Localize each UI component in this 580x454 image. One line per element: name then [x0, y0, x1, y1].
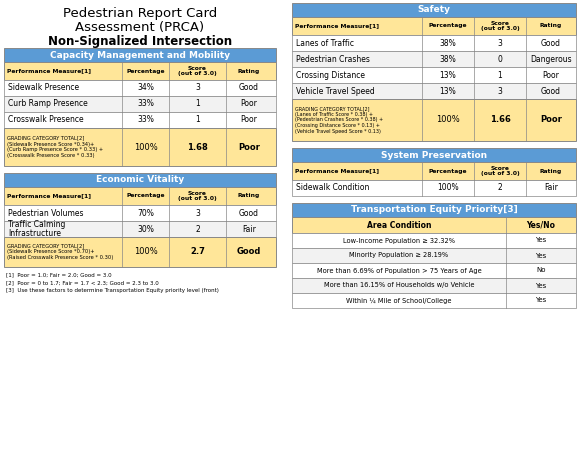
Text: Pedestrian Report Card: Pedestrian Report Card	[63, 7, 217, 20]
Text: Poor: Poor	[241, 99, 258, 109]
Text: Percentage: Percentage	[126, 69, 165, 74]
Text: 33%: 33%	[137, 115, 154, 124]
Text: Performance Measure[1]: Performance Measure[1]	[295, 168, 379, 173]
Text: 100%: 100%	[436, 115, 460, 124]
Text: Good: Good	[541, 87, 561, 95]
Text: [1]  Poor = 1.0; Fair = 2.0; Good = 3.0: [1] Poor = 1.0; Fair = 2.0; Good = 3.0	[6, 272, 111, 277]
Text: Non-Signalized Intersection: Non-Signalized Intersection	[48, 35, 232, 48]
Text: No: No	[536, 267, 546, 273]
Text: 3: 3	[195, 208, 200, 217]
Text: Yes: Yes	[535, 297, 546, 304]
Text: Good: Good	[239, 208, 259, 217]
Text: Assessment (PRCA): Assessment (PRCA)	[75, 21, 205, 34]
Text: Yes/No: Yes/No	[527, 221, 556, 230]
Text: 2.7: 2.7	[190, 247, 205, 257]
Bar	[292, 278, 576, 293]
Text: Poor: Poor	[241, 115, 258, 124]
Bar	[4, 237, 276, 267]
Text: [3]  Use these factors to determine Transportation Equity priority level (front): [3] Use these factors to determine Trans…	[6, 288, 219, 293]
Text: 100%: 100%	[437, 183, 459, 192]
Text: Good: Good	[237, 247, 261, 257]
Text: Score
(out of 3.0): Score (out of 3.0)	[178, 66, 217, 76]
Text: Good: Good	[239, 84, 259, 93]
Text: Traffic Calming
Infrastructure: Traffic Calming Infrastructure	[8, 220, 66, 238]
Text: 2: 2	[498, 183, 502, 192]
Bar	[292, 263, 576, 278]
Text: 30%: 30%	[137, 224, 154, 233]
Text: GRADING CATEGORY TOTAL[2]
(Lanes of Traffic Score * 0.38) +
(Pedestrian Crashes : GRADING CATEGORY TOTAL[2] (Lanes of Traf…	[295, 106, 383, 134]
Text: Yes: Yes	[535, 252, 546, 258]
Text: Safety: Safety	[418, 5, 451, 15]
Text: Crossing Distance: Crossing Distance	[296, 70, 365, 79]
Text: GRADING CATEGORY TOTAL[2]
(Sidewalk Presence Score *0.70)+
(Raised Crosswalk Pre: GRADING CATEGORY TOTAL[2] (Sidewalk Pres…	[7, 244, 113, 260]
Bar	[292, 293, 576, 308]
Text: Economic Vitality: Economic Vitality	[96, 176, 184, 184]
Text: Performance Measure[1]: Performance Measure[1]	[7, 193, 91, 198]
Text: More than 16.15% of Households w/o Vehicle: More than 16.15% of Households w/o Vehic…	[324, 282, 474, 288]
Text: Sidewalk Condition: Sidewalk Condition	[296, 183, 369, 192]
Bar	[4, 221, 276, 237]
Text: Curb Ramp Presence: Curb Ramp Presence	[8, 99, 88, 109]
Text: Percentage: Percentage	[126, 193, 165, 198]
Text: Performance Measure[1]: Performance Measure[1]	[295, 24, 379, 29]
Text: 13%: 13%	[440, 87, 456, 95]
Bar	[292, 233, 576, 248]
Text: Rating: Rating	[540, 168, 562, 173]
Text: 13%: 13%	[440, 70, 456, 79]
Bar	[292, 180, 576, 196]
Bar	[292, 248, 576, 263]
Text: Low-Income Population ≥ 32.32%: Low-Income Population ≥ 32.32%	[343, 237, 455, 243]
Text: Crosswalk Presence: Crosswalk Presence	[8, 115, 84, 124]
Bar	[292, 217, 576, 233]
Text: Capacity Management and Mobility: Capacity Management and Mobility	[50, 50, 230, 59]
Bar	[4, 112, 276, 128]
Bar	[292, 67, 576, 83]
Text: Lanes of Traffic: Lanes of Traffic	[296, 39, 354, 48]
Text: 38%: 38%	[440, 39, 456, 48]
Text: Percentage: Percentage	[429, 168, 467, 173]
Text: 34%: 34%	[137, 84, 154, 93]
Text: 1: 1	[195, 99, 200, 109]
Text: Pedestrian Crashes: Pedestrian Crashes	[296, 54, 370, 64]
Text: Rating: Rating	[540, 24, 562, 29]
Text: 100%: 100%	[133, 247, 157, 257]
Text: Sidewalk Presence: Sidewalk Presence	[8, 84, 79, 93]
Text: Poor: Poor	[540, 115, 562, 124]
Text: Dangerous: Dangerous	[530, 54, 572, 64]
Text: Area Condition: Area Condition	[367, 221, 432, 230]
Bar	[292, 3, 576, 17]
Text: Performance Measure[1]: Performance Measure[1]	[7, 69, 91, 74]
Text: Fair: Fair	[544, 183, 558, 192]
Bar	[4, 173, 276, 187]
Text: 100%: 100%	[133, 143, 157, 152]
Text: 38%: 38%	[440, 54, 456, 64]
Text: 2: 2	[195, 224, 200, 233]
Text: 1: 1	[195, 115, 200, 124]
Text: Yes: Yes	[535, 237, 546, 243]
Text: Vehicle Travel Speed: Vehicle Travel Speed	[296, 87, 375, 95]
Text: 3: 3	[498, 87, 502, 95]
Text: Score
(out of 3.0): Score (out of 3.0)	[481, 166, 519, 176]
Text: More than 6.69% of Population > 75 Years of Age: More than 6.69% of Population > 75 Years…	[317, 267, 481, 273]
Bar	[292, 35, 576, 51]
Bar	[292, 99, 576, 141]
Bar	[292, 17, 576, 35]
Text: Transportation Equity Priority[3]: Transportation Equity Priority[3]	[351, 206, 517, 214]
Text: Fair: Fair	[242, 224, 256, 233]
Bar	[292, 83, 576, 99]
Text: Rating: Rating	[238, 193, 260, 198]
Text: 1: 1	[498, 70, 502, 79]
Bar	[4, 96, 276, 112]
Bar	[4, 48, 276, 62]
Text: Good: Good	[541, 39, 561, 48]
Bar	[292, 148, 576, 162]
Text: Within ¼ Mile of School/College: Within ¼ Mile of School/College	[346, 297, 452, 304]
Text: 0: 0	[498, 54, 502, 64]
Text: GRADING CATEGORY TOTAL[2]
(Sidewalk Presence Score *0.34)+
(Curb Ramp Presence S: GRADING CATEGORY TOTAL[2] (Sidewalk Pres…	[7, 136, 103, 158]
Bar	[4, 205, 276, 221]
Bar	[4, 128, 276, 166]
Bar	[292, 162, 576, 180]
Text: 33%: 33%	[137, 99, 154, 109]
Text: 3: 3	[195, 84, 200, 93]
Text: Pedestrian Volumes: Pedestrian Volumes	[8, 208, 84, 217]
